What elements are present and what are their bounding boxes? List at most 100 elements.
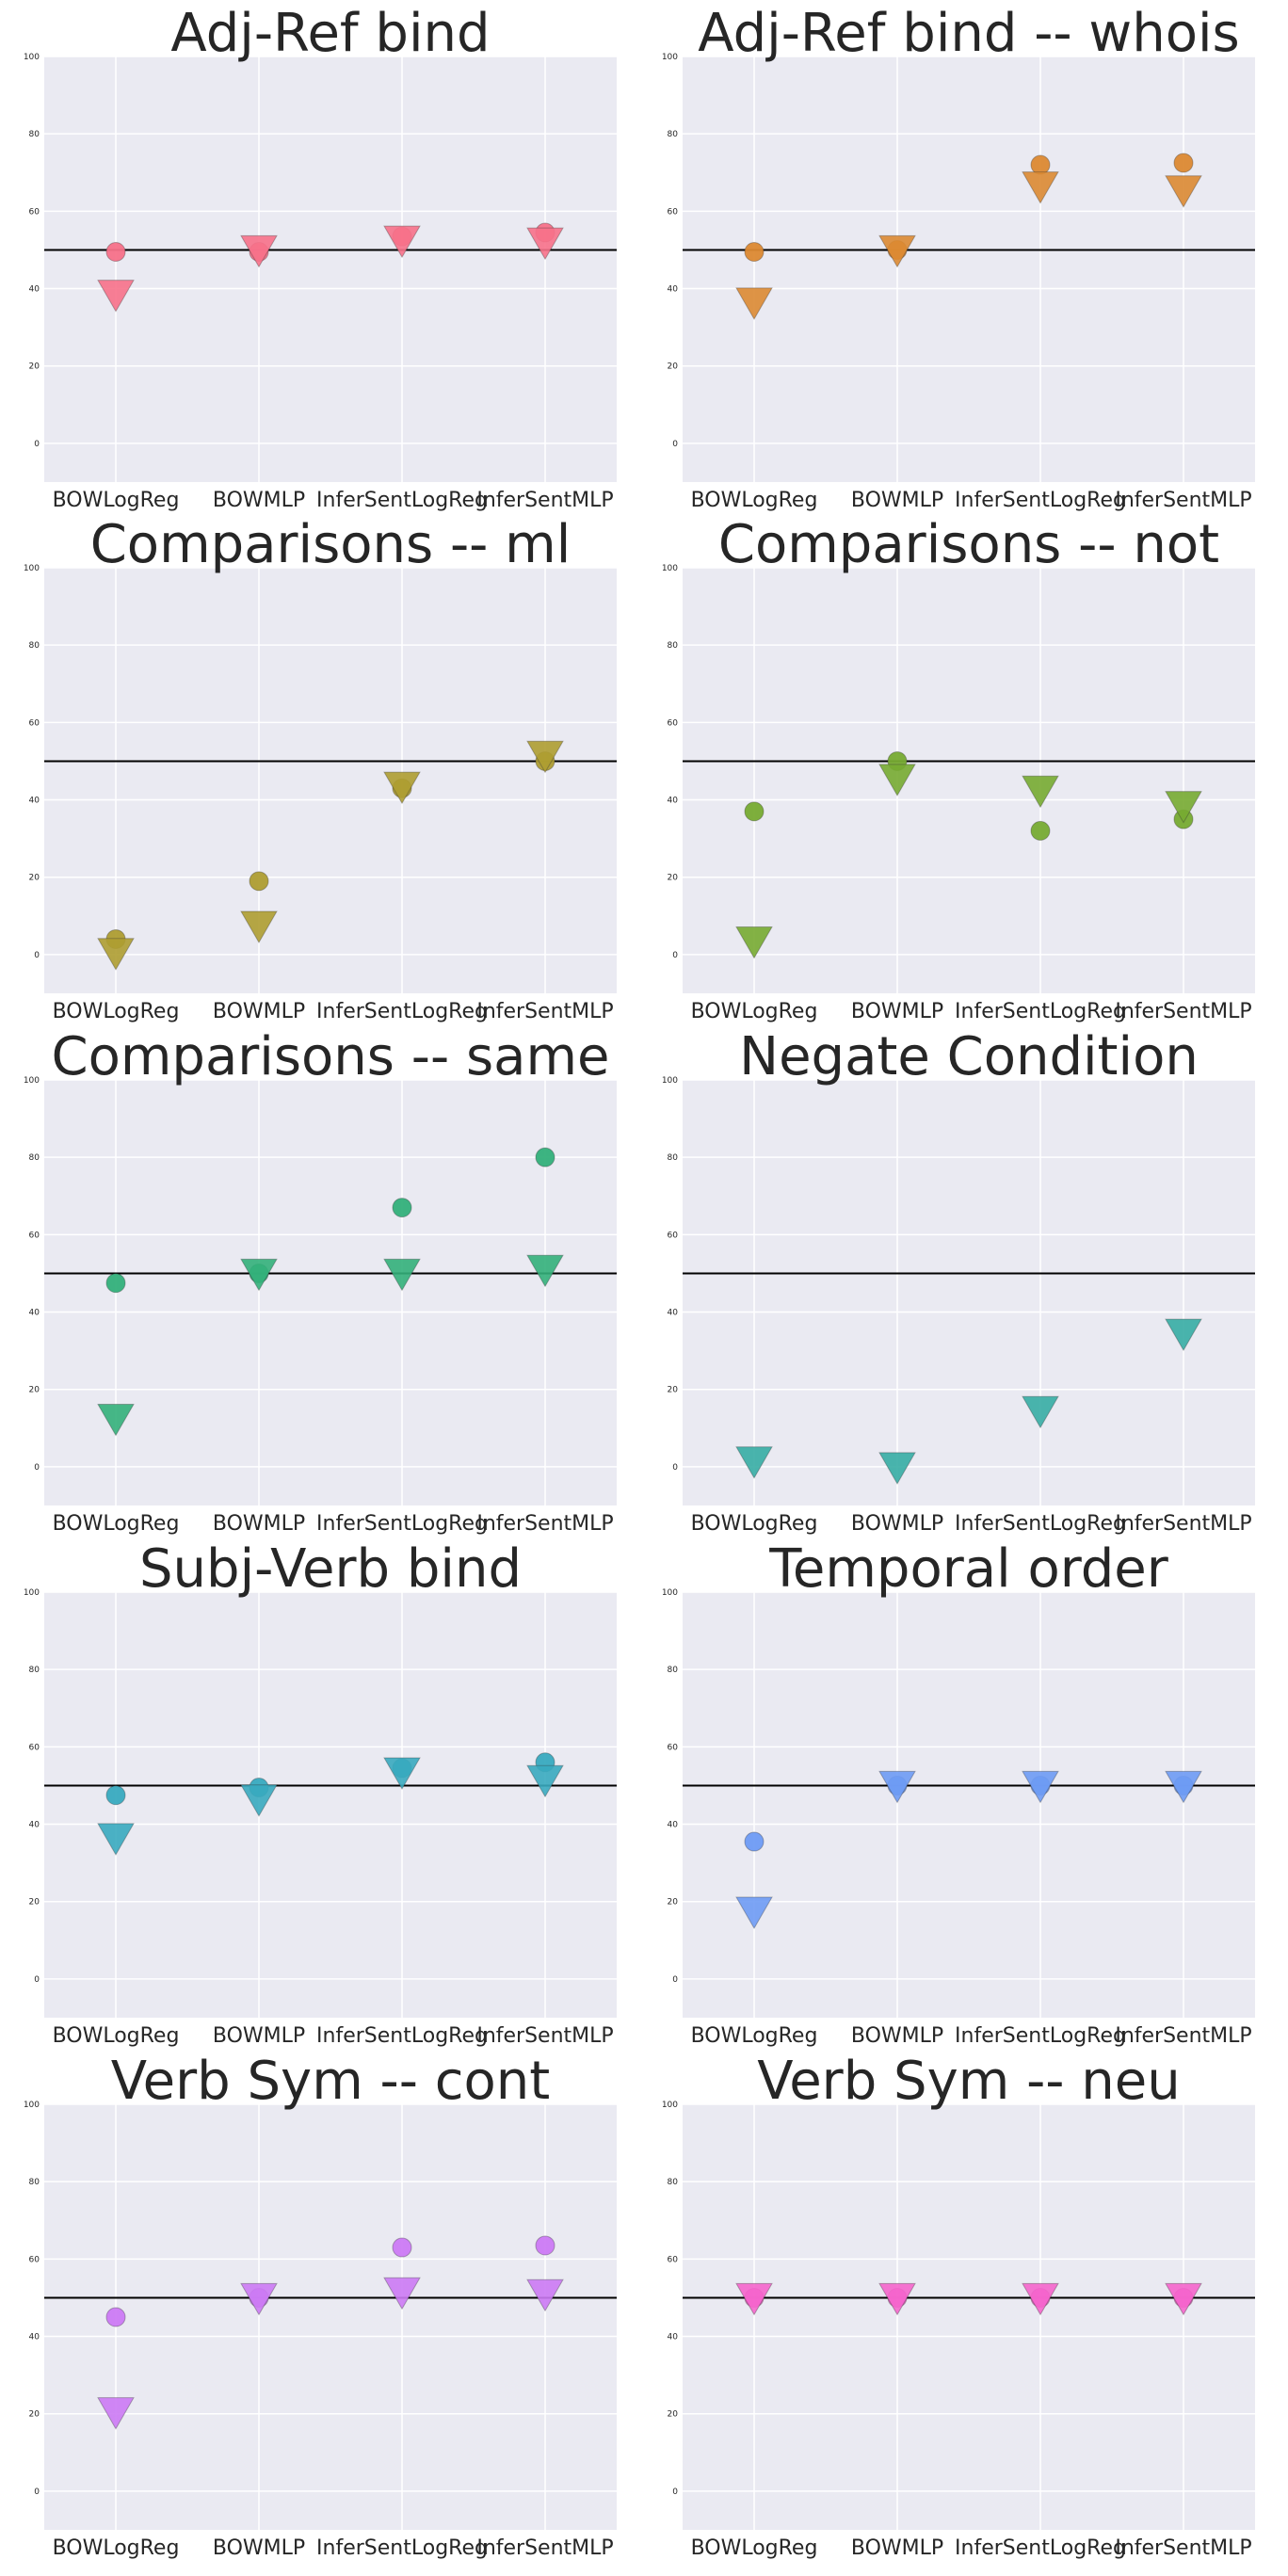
x-tick-label: BOWLogReg: [53, 1000, 180, 1023]
chart-panel-9: 0 20 40 60 80 100 BOWLogReg BOWMLP InferSentLogR…: [24, 2051, 617, 2560]
x-tick-label: BOWMLP: [851, 2536, 943, 2560]
y-tick-label: 100: [24, 2101, 40, 2110]
chart-panel-3: 0 20 40 60 80 100 BOWLogReg BOWMLP InferSentLogR…: [24, 514, 617, 1023]
y-tick-label: 40: [668, 2333, 679, 2343]
x-tick-label: BOWMLP: [851, 2024, 943, 2048]
circle-marker: [1173, 153, 1194, 173]
x-tick-label: InferSentMLP: [476, 489, 613, 512]
y-tick-label: 100: [662, 564, 678, 573]
y-tick-label: 80: [29, 1666, 40, 1675]
triangle-marker: [526, 1764, 564, 1798]
x-tick-label: InferSentLogReg: [316, 2024, 488, 2048]
plot-area: [44, 56, 617, 482]
y-tick-label: 20: [29, 874, 40, 883]
y-tick-label: 80: [29, 1153, 40, 1163]
y-tick-label: 0: [34, 2487, 40, 2497]
x-tick-label: InferSentMLP: [1115, 2024, 1251, 2048]
circle-marker: [535, 1147, 555, 1167]
chart-title: Verb Sym -- cont: [111, 2051, 551, 2112]
triangle-marker: [240, 1784, 278, 1817]
chart-panel-2: 0 20 40 60 80 100 BOWLogReg BOWMLP InferSentLogR…: [662, 3, 1255, 512]
y-tick-label: 40: [668, 1309, 679, 1318]
circle-marker: [1030, 154, 1051, 175]
plot-area: [683, 568, 1255, 993]
plot-area: [44, 1592, 617, 2018]
y-tick-label: 60: [29, 718, 40, 728]
circle-marker: [105, 1273, 126, 1294]
x-tick-label: InferSentMLP: [476, 2024, 613, 2048]
y-tick-label: 40: [29, 2333, 40, 2343]
circle-marker: [392, 1198, 412, 1218]
x-tick-label: BOWMLP: [213, 2536, 305, 2560]
x-tick-label: InferSentLogReg: [955, 489, 1126, 512]
x-tick-label: InferSentLogReg: [316, 1512, 488, 1536]
chart-title: Verb Sym -- neu: [757, 2051, 1180, 2112]
triangle-marker: [1022, 1395, 1059, 1429]
circle-marker: [105, 2307, 126, 2327]
y-tick-label: 0: [672, 2487, 678, 2497]
circle-marker: [744, 1831, 765, 1852]
x-tick-label: BOWMLP: [213, 2024, 305, 2048]
plot-area: [683, 1080, 1255, 1505]
x-tick-label: BOWLogReg: [53, 2536, 180, 2560]
triangle-marker: [878, 1452, 916, 1485]
x-tick-label: BOWLogReg: [691, 2024, 818, 2048]
x-tick-label: InferSentMLP: [1115, 1000, 1251, 1023]
y-tick-label: 80: [668, 130, 679, 139]
triangle-marker: [735, 287, 773, 320]
y-tick-label: 40: [29, 1821, 40, 1830]
y-tick-label: 40: [668, 1821, 679, 1830]
x-tick-label: BOWLogReg: [53, 1512, 180, 1536]
x-tick-label: InferSentMLP: [476, 2536, 613, 2560]
y-tick-label: 60: [29, 1231, 40, 1240]
triangle-marker: [383, 225, 421, 259]
y-tick-label: 100: [662, 1076, 678, 1086]
y-tick-label: 20: [668, 1898, 679, 1908]
x-tick-label: InferSentLogReg: [955, 2024, 1126, 2048]
triangle-marker: [383, 2277, 421, 2310]
triangle-marker: [1165, 175, 1202, 208]
triangle-marker: [97, 2397, 135, 2430]
y-tick-label: 100: [662, 2101, 678, 2110]
triangle-marker: [526, 740, 564, 774]
circle-marker: [535, 2235, 555, 2256]
triangle-marker: [97, 938, 135, 971]
triangle-marker: [735, 1446, 773, 1479]
y-tick-label: 20: [29, 2410, 40, 2420]
triangle-marker: [383, 1258, 421, 1292]
y-tick-label: 100: [662, 53, 678, 62]
x-tick-label: BOWMLP: [851, 489, 943, 512]
x-tick-label: InferSentLogReg: [955, 1512, 1126, 1536]
y-tick-label: 100: [24, 1076, 40, 1086]
triangle-marker: [526, 1254, 564, 1288]
y-tick-label: 100: [24, 1588, 40, 1598]
plot-area: [44, 2104, 617, 2530]
y-tick-label: 20: [668, 1386, 679, 1395]
chart-panel-4: 0 20 40 60 80 100 BOWLogReg BOWMLP InferSentLogR…: [662, 514, 1255, 1023]
y-tick-label: 0: [34, 440, 40, 449]
circle-marker: [105, 1785, 126, 1806]
triangle-marker: [878, 2282, 916, 2316]
triangle-marker: [878, 234, 916, 268]
y-tick-label: 80: [29, 2178, 40, 2187]
triangle-marker: [526, 227, 564, 261]
x-tick-label: InferSentMLP: [476, 1000, 613, 1023]
y-tick-label: 20: [668, 2410, 679, 2420]
y-tick-label: 60: [668, 1231, 679, 1240]
x-tick-label: InferSentLogReg: [316, 2536, 488, 2560]
y-tick-label: 20: [29, 362, 40, 372]
y-tick-label: 100: [24, 564, 40, 573]
y-tick-label: 60: [668, 1743, 679, 1752]
y-tick-label: 60: [668, 2255, 679, 2264]
x-tick-label: InferSentMLP: [1115, 489, 1251, 512]
chart-title: Negate Condition: [739, 1026, 1199, 1087]
chart-title: Comparisons -- not: [718, 514, 1219, 575]
x-tick-label: BOWLogReg: [53, 489, 180, 512]
triangle-marker: [878, 764, 916, 797]
y-tick-label: 0: [34, 1975, 40, 1985]
x-tick-label: BOWMLP: [213, 489, 305, 512]
chart-title: Adj-Ref bind: [170, 3, 490, 64]
y-tick-label: 60: [29, 207, 40, 217]
y-tick-label: 80: [29, 641, 40, 651]
